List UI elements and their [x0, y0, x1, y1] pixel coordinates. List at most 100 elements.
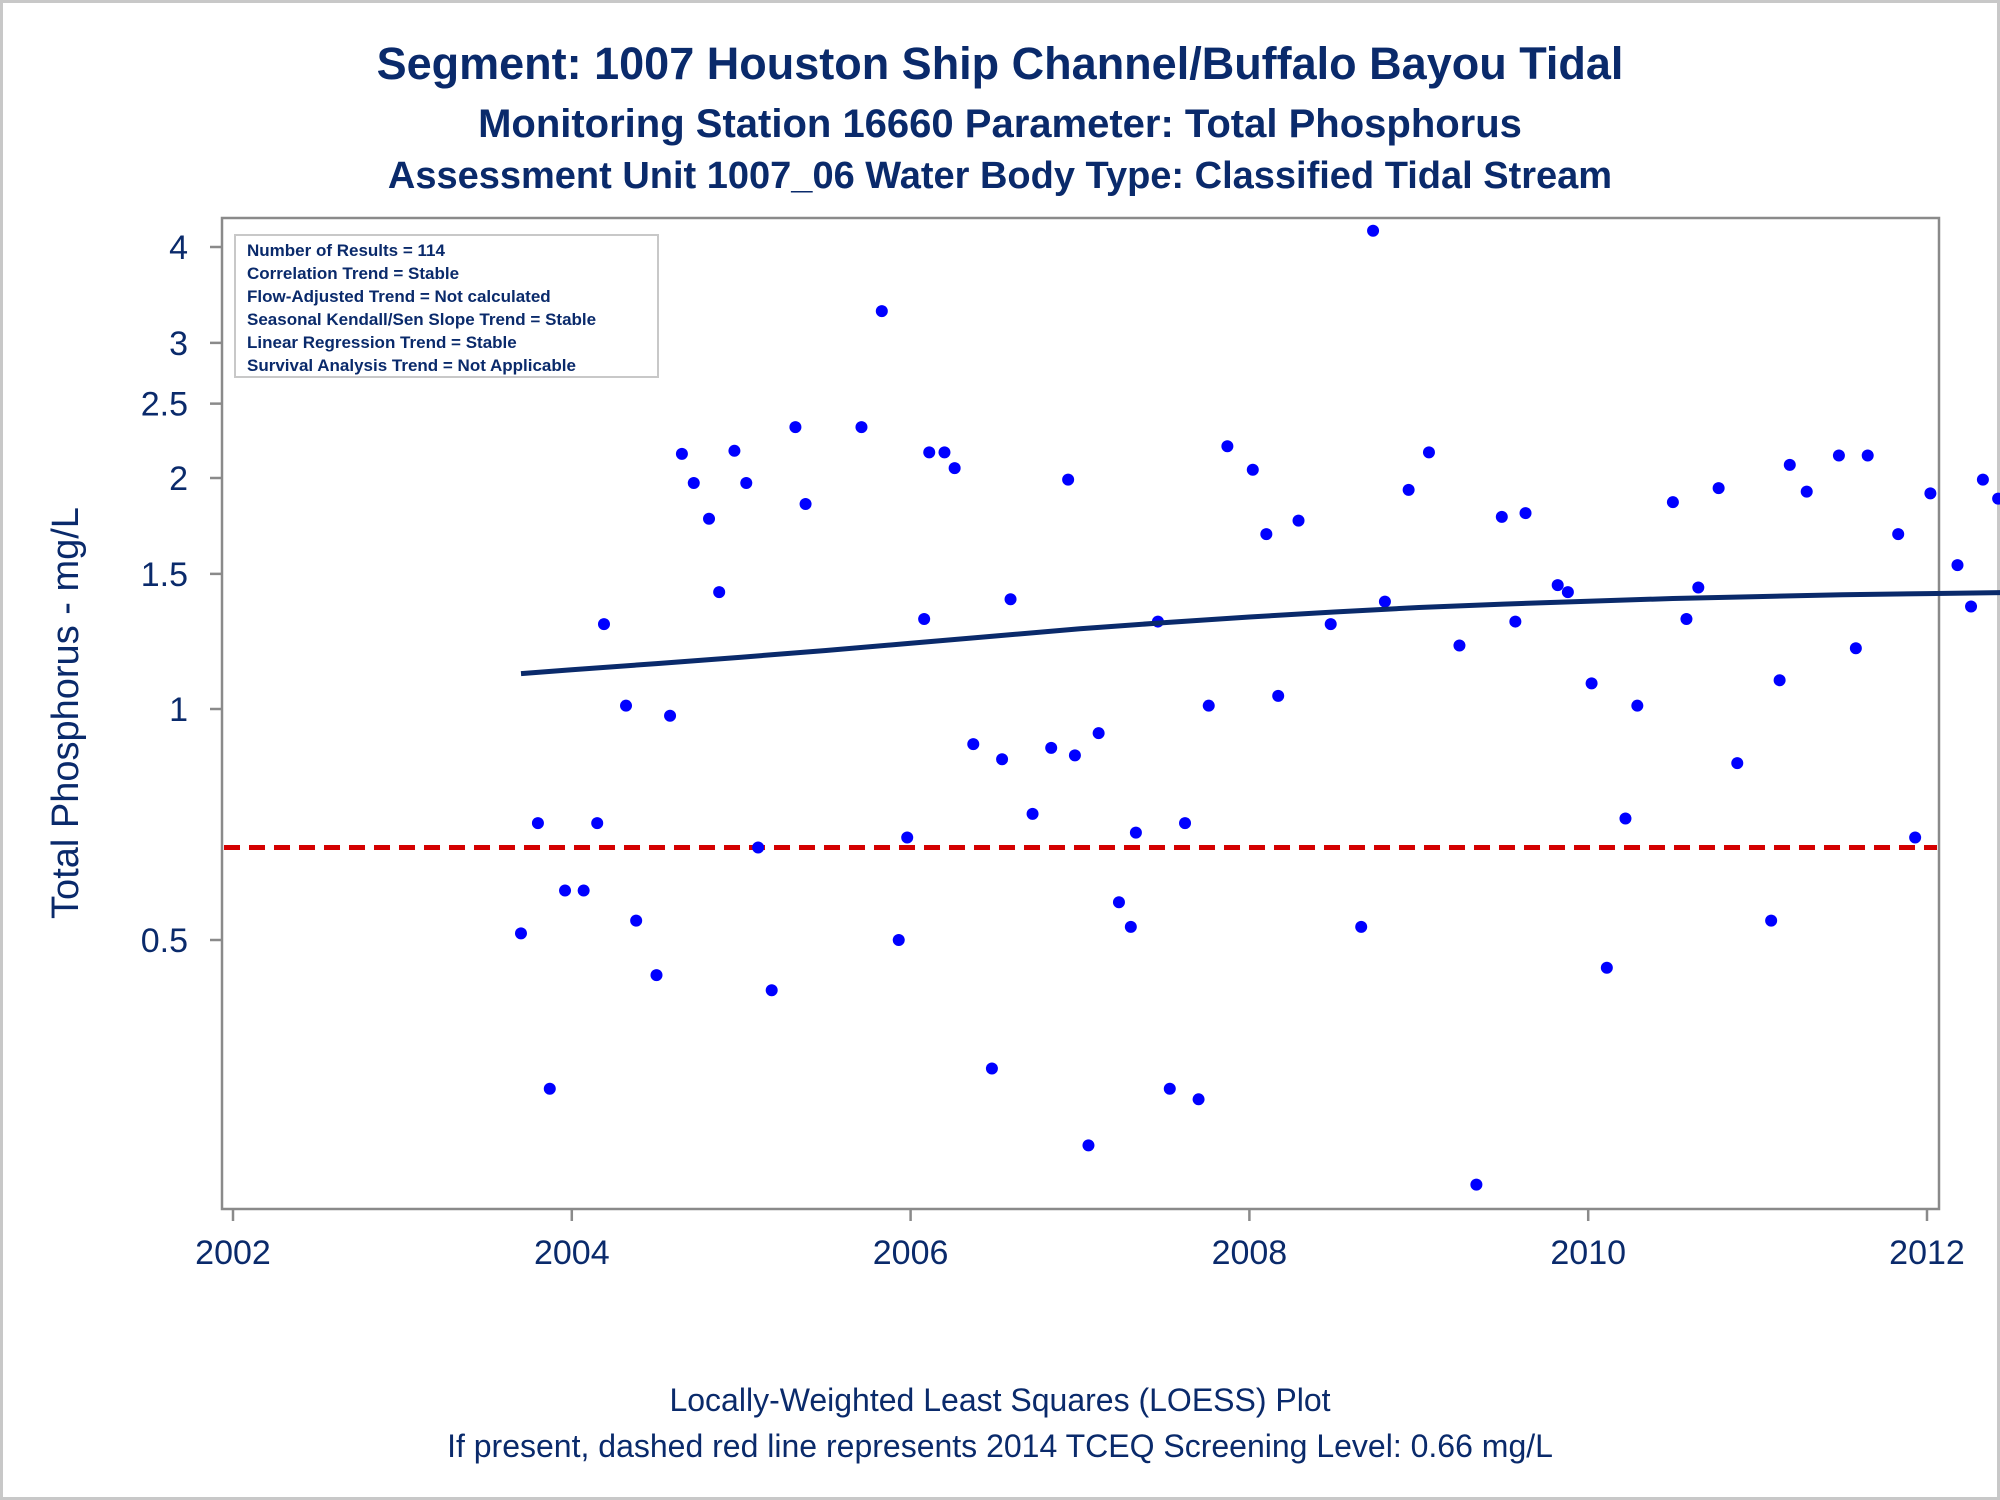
data-point [1355, 920, 1368, 933]
data-point [687, 477, 700, 490]
data-point [1509, 615, 1522, 628]
data-point [1324, 618, 1337, 631]
data-point [938, 446, 951, 459]
data-point [1378, 595, 1391, 608]
data-point [765, 984, 778, 997]
x-tick-label: 2012 [1889, 1234, 1965, 1272]
stats-line: Survival Analysis Trend = Not Applicable [247, 356, 576, 375]
data-point [531, 817, 544, 830]
data-point [664, 709, 677, 722]
data-point [630, 914, 643, 927]
data-point [1861, 449, 1874, 462]
y-tick-label: 1.5 [141, 556, 188, 594]
data-point [1600, 961, 1613, 974]
data-point [1924, 487, 1937, 500]
data-point [514, 927, 527, 940]
stats-box-border [234, 234, 659, 378]
data-point [918, 613, 931, 626]
data-point [1092, 727, 1105, 740]
stats-line: Flow-Adjusted Trend = Not calculated [247, 287, 551, 306]
data-point [703, 512, 716, 525]
data-point [1112, 896, 1125, 909]
stats-line: Linear Regression Trend = Stable [247, 333, 517, 352]
data-point [1951, 559, 1964, 572]
y-axis-label: Total Phosphorus - mg/L [45, 507, 87, 919]
data-point [1631, 699, 1644, 712]
x-tick-label: 2010 [1550, 1234, 1626, 1272]
data-point [752, 841, 765, 854]
data-point [985, 1062, 998, 1075]
chart-subtitle-2: Assessment Unit 1007_06 Water Body Type:… [387, 155, 1613, 197]
data-point [1272, 689, 1285, 702]
data-point [789, 421, 802, 434]
y-tick-label: 0.5 [141, 922, 188, 960]
data-point [1992, 492, 2000, 505]
data-point [1561, 586, 1574, 599]
data-point [1062, 473, 1075, 486]
data-point [923, 446, 936, 459]
data-point [1965, 600, 1978, 613]
data-point [543, 1082, 556, 1095]
y-tick-label: 1 [169, 691, 188, 729]
data-point [1680, 613, 1693, 626]
data-point [1192, 1093, 1205, 1106]
stats-line: Number of Results = 114 [247, 241, 445, 260]
stats-line: Seasonal Kendall/Sen Slope Trend = Stabl… [247, 310, 596, 329]
data-point [1712, 482, 1725, 495]
x-tick-label: 2008 [1212, 1234, 1288, 1272]
footnote-loess: Locally-Weighted Least Squares (LOESS) P… [669, 1382, 1331, 1418]
data-point [1453, 639, 1466, 652]
data-point [1666, 496, 1679, 509]
data-point [1692, 581, 1705, 594]
data-point [855, 421, 868, 434]
data-point [1470, 1178, 1483, 1191]
data-point [799, 497, 812, 510]
x-tick-label: 2004 [534, 1234, 610, 1272]
data-point [728, 444, 741, 457]
chart-subtitle: Monitoring Station 16660 Parameter: Tota… [478, 102, 1522, 146]
data-point [1124, 920, 1137, 933]
data-point [1163, 1082, 1176, 1095]
data-point [1765, 914, 1778, 927]
data-point [591, 817, 604, 830]
data-point [1551, 579, 1564, 592]
data-point [650, 969, 663, 982]
data-point [875, 305, 888, 318]
data-point [892, 934, 905, 946]
y-axis: 0.5 1 1.5 2 2.5 3 4 [141, 229, 222, 960]
loess-trend-line [520, 590, 2000, 677]
chart-title: Segment: 1007 Houston Ship Channel/Buffa… [376, 38, 1624, 89]
data-point [1909, 831, 1922, 844]
data-point [948, 462, 961, 475]
data-point [1068, 749, 1081, 762]
data-point [1976, 473, 1989, 486]
data-point [1422, 446, 1435, 459]
x-tick-label: 2002 [195, 1234, 271, 1272]
data-point [1367, 224, 1380, 237]
data-point [559, 884, 572, 897]
data-point [1004, 593, 1017, 606]
data-point [1783, 458, 1796, 471]
data-point [1832, 449, 1845, 462]
data-point [996, 753, 1009, 766]
data-point [1519, 507, 1532, 520]
data-point [1619, 812, 1632, 825]
data-point [740, 477, 753, 490]
data-point [1045, 741, 1058, 754]
stats-legend-box: Number of Results = 114 Correlation Trend… [234, 234, 659, 378]
data-point [1026, 807, 1039, 820]
data-point [1585, 677, 1598, 690]
data-point [1292, 514, 1305, 527]
data-point [597, 618, 610, 631]
data-point [1892, 528, 1905, 541]
data-point [675, 447, 688, 460]
x-tick-label: 2006 [873, 1234, 949, 1272]
data-point [713, 586, 726, 599]
data-point [1260, 528, 1273, 541]
footnote-screening: If present, dashed red line represents 2… [447, 1428, 1553, 1464]
data-point [1082, 1139, 1095, 1152]
x-axis: 20022004200620082010201220142016 [195, 1209, 1965, 1272]
data-point [1402, 483, 1415, 496]
data-point [1202, 699, 1215, 712]
